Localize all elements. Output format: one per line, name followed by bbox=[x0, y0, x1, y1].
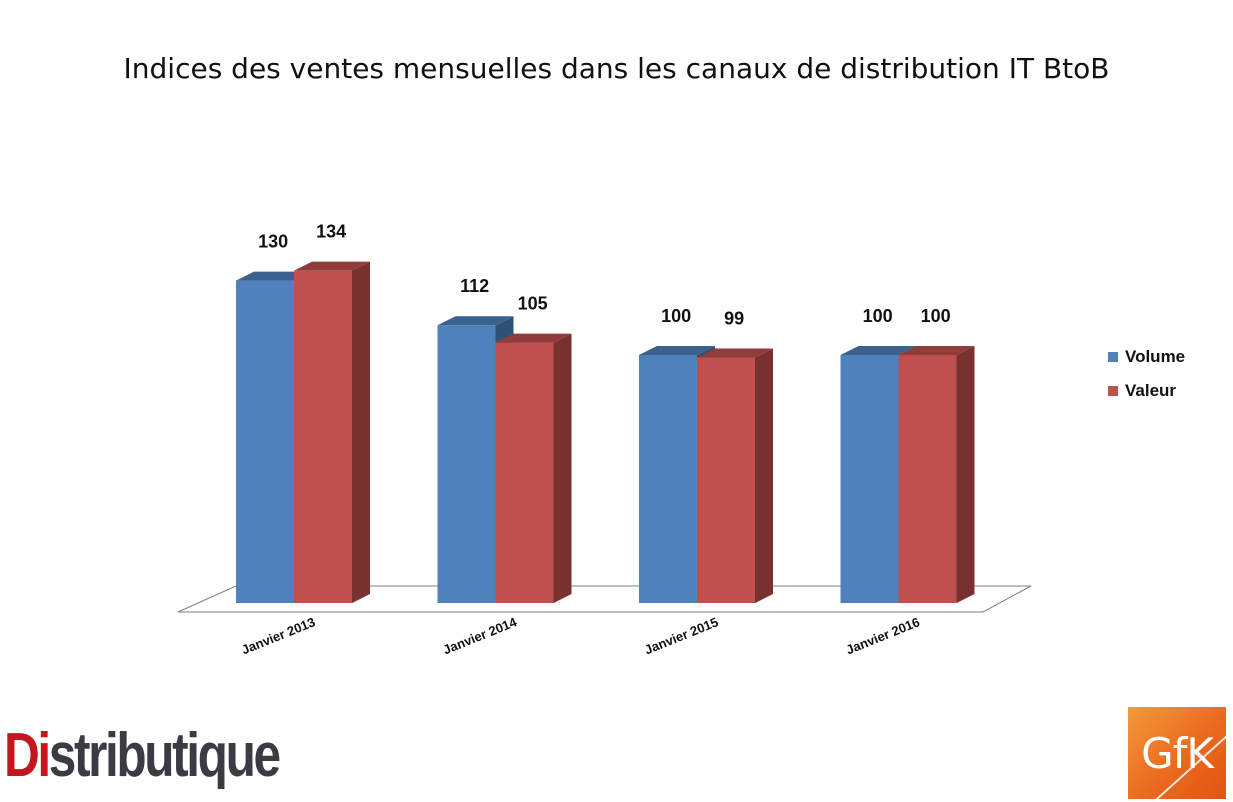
bar-top-volume-3 bbox=[639, 346, 715, 355]
bar-volume-3 bbox=[639, 355, 697, 603]
bar-side-valeur-1 bbox=[352, 261, 370, 603]
distributique-logo: Distributique bbox=[4, 721, 281, 790]
chart-title: Indices des ventes mensuelles dans les c… bbox=[123, 52, 1110, 85]
bar-top-volume-1 bbox=[236, 271, 312, 281]
bar-side-valeur-4 bbox=[956, 346, 975, 603]
data-label-volume-4: 100 bbox=[863, 306, 893, 326]
x-tick-label-2: Janvier 2014 bbox=[441, 614, 520, 657]
bar-valeur-1 bbox=[294, 270, 352, 603]
legend-item-valeur: Valeur bbox=[1108, 374, 1185, 408]
legend-label-valeur: Valeur bbox=[1125, 381, 1177, 400]
bar-side-valeur-3 bbox=[755, 348, 773, 603]
x-tick-label-1: Janvier 2013 bbox=[239, 614, 317, 657]
bar-valeur-4 bbox=[898, 355, 957, 603]
bar-top-volume-4 bbox=[840, 346, 917, 355]
bar-side-valeur-2 bbox=[553, 333, 572, 603]
bar-top-volume-2 bbox=[437, 316, 514, 326]
data-label-valeur-3: 99 bbox=[724, 308, 744, 328]
bar-valeur-3 bbox=[697, 357, 755, 603]
gfk-logo: GfK bbox=[1128, 707, 1226, 799]
bar-valeur-2 bbox=[495, 342, 554, 603]
data-label-volume-1: 130 bbox=[258, 232, 288, 252]
data-label-volume-2: 112 bbox=[460, 276, 489, 296]
bar-top-valeur-3 bbox=[697, 348, 773, 358]
data-label-valeur-4: 100 bbox=[921, 306, 951, 326]
bar-volume-2 bbox=[437, 325, 496, 603]
legend-label-volume: Volume bbox=[1125, 347, 1186, 366]
bar-top-valeur-2 bbox=[495, 333, 572, 343]
legend-item-volume: Volume bbox=[1108, 340, 1185, 374]
legend-swatch-valeur bbox=[1108, 386, 1118, 396]
bar-volume-1 bbox=[236, 280, 294, 603]
bar-volume-4 bbox=[840, 355, 899, 603]
data-label-volume-3: 100 bbox=[661, 306, 691, 326]
data-label-valeur-2: 105 bbox=[518, 294, 548, 314]
bar-top-valeur-4 bbox=[898, 346, 975, 355]
x-tick-label-4: Janvier 2016 bbox=[844, 614, 922, 657]
chart-floor bbox=[177, 585, 1032, 613]
x-tick-label-3: Janvier 2015 bbox=[642, 614, 720, 657]
legend-swatch-volume bbox=[1108, 352, 1118, 362]
bar-top-valeur-1 bbox=[294, 261, 370, 271]
legend: Volume Valeur bbox=[1108, 340, 1185, 408]
data-label-valeur-1: 134 bbox=[316, 222, 346, 242]
